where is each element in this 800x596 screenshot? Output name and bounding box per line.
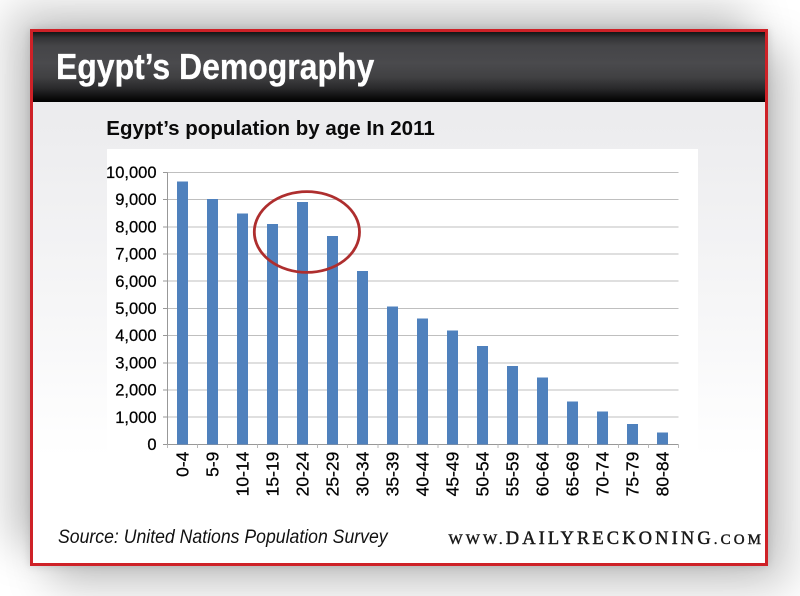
svg-text:50-54: 50-54	[472, 451, 492, 496]
svg-text:30-34: 30-34	[352, 451, 372, 496]
svg-text:5-9: 5-9	[202, 452, 222, 477]
svg-text:55-59: 55-59	[502, 452, 522, 497]
svg-text:2,000: 2,000	[115, 382, 156, 400]
svg-text:15-19: 15-19	[262, 452, 282, 497]
svg-text:0: 0	[147, 436, 156, 454]
svg-text:20-24: 20-24	[292, 451, 312, 496]
svg-text:8,000: 8,000	[115, 218, 156, 236]
svg-text:25-29: 25-29	[322, 452, 342, 497]
svg-text:45-49: 45-49	[442, 452, 462, 497]
svg-text:35-39: 35-39	[382, 452, 402, 497]
svg-text:4,000: 4,000	[115, 327, 156, 345]
svg-text:7,000: 7,000	[115, 246, 156, 264]
svg-text:9,000: 9,000	[115, 191, 156, 209]
svg-text:10,000: 10,000	[107, 164, 157, 182]
svg-text:5,000: 5,000	[115, 300, 156, 318]
svg-text:65-69: 65-69	[562, 452, 582, 497]
svg-text:1,000: 1,000	[115, 409, 156, 427]
svg-text:40-44: 40-44	[412, 451, 432, 496]
svg-text:6,000: 6,000	[115, 273, 156, 291]
svg-text:3,000: 3,000	[115, 354, 156, 372]
svg-text:70-74: 70-74	[592, 451, 612, 496]
svg-text:80-84: 80-84	[652, 451, 672, 496]
svg-text:0-4: 0-4	[172, 451, 192, 477]
svg-text:75-79: 75-79	[622, 452, 642, 497]
svg-text:10-14: 10-14	[232, 451, 252, 496]
svg-text:60-64: 60-64	[532, 451, 552, 496]
